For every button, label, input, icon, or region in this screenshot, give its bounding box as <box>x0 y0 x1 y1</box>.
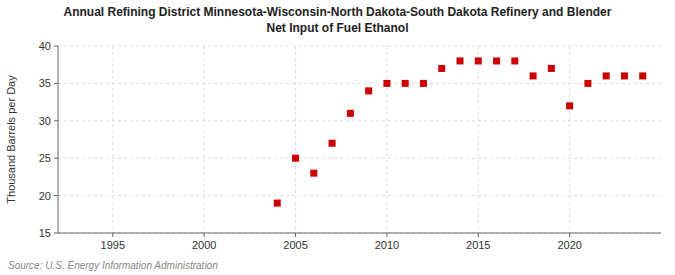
point <box>402 80 409 87</box>
y-tick-label: 40 <box>39 40 51 52</box>
point <box>310 170 317 177</box>
x-grid-line <box>386 46 387 233</box>
chart-svg: 1995 2000 2005 2010 2015 2020 15 20 25 30 35 40 Thou… <box>0 0 675 275</box>
y-tick <box>54 158 58 159</box>
x-tick <box>112 233 113 237</box>
points <box>274 57 646 206</box>
point <box>383 80 390 87</box>
chart-container: 1995 2000 2005 2010 2015 2020 15 20 25 30 35 40 Thou… <box>0 0 675 275</box>
y-grid-line <box>58 195 661 196</box>
y-tick-label: 15 <box>39 227 51 239</box>
point <box>329 140 336 147</box>
y-grid-line <box>58 46 661 47</box>
x-tick <box>295 233 296 237</box>
point <box>365 87 372 94</box>
point <box>493 57 500 64</box>
y-grid-line <box>58 158 661 159</box>
x-grid-line <box>569 46 570 233</box>
point <box>603 72 610 79</box>
y-tick-label: 35 <box>39 77 51 89</box>
x-tick-label: 2005 <box>283 239 307 251</box>
point <box>511 57 518 64</box>
x-tick-label: 1995 <box>101 239 125 251</box>
source-annotation: Source: U.S. Energy Information Administ… <box>8 260 218 271</box>
x-grid-line <box>478 46 479 233</box>
y-grid-line <box>58 120 661 121</box>
y-tick <box>54 83 58 84</box>
y-tick-label: 25 <box>39 152 51 164</box>
y-axis-line <box>58 46 59 233</box>
point <box>548 65 555 72</box>
x-tick-label: 2010 <box>375 239 399 251</box>
title-line: Net Input of Fuel Ethanol <box>267 21 409 35</box>
grid <box>58 46 661 233</box>
point <box>639 72 646 79</box>
point <box>457 57 464 64</box>
background <box>0 0 675 275</box>
point <box>347 110 354 117</box>
point <box>438 65 445 72</box>
x-tick <box>204 233 205 237</box>
point <box>566 102 573 109</box>
y-tick <box>54 120 58 121</box>
x-grid-line <box>204 46 205 233</box>
title-line: Annual Refining District Minnesota-Wisco… <box>64 5 612 19</box>
y-tick-label: 20 <box>39 190 51 202</box>
y-grid-line <box>58 83 661 84</box>
x-grid-line <box>295 46 296 233</box>
x-axis-line <box>58 233 661 234</box>
x-tick <box>569 233 570 237</box>
point <box>530 72 537 79</box>
y-tick-label: 30 <box>39 115 51 127</box>
point <box>621 72 628 79</box>
point <box>584 80 591 87</box>
y-tick <box>54 46 58 47</box>
x-tick-label: 2015 <box>466 239 490 251</box>
x-grid-line <box>112 46 113 233</box>
x-tick-label: 2000 <box>192 239 216 251</box>
y-grid-line <box>58 233 661 234</box>
point <box>475 57 482 64</box>
title: Annual Refining District Minnesota-Wisco… <box>64 5 612 35</box>
y-tick <box>54 195 58 196</box>
x-tick-label: 2020 <box>557 239 581 251</box>
x-tick <box>386 233 387 237</box>
y-axis-label: Thousand Barrels per Day <box>5 75 17 204</box>
point <box>420 80 427 87</box>
axes: 1995 2000 2005 2010 2015 2020 15 20 25 30 35 40 <box>39 40 661 251</box>
y-tick <box>54 233 58 234</box>
x-tick <box>478 233 479 237</box>
point <box>292 155 299 162</box>
point <box>274 200 281 207</box>
